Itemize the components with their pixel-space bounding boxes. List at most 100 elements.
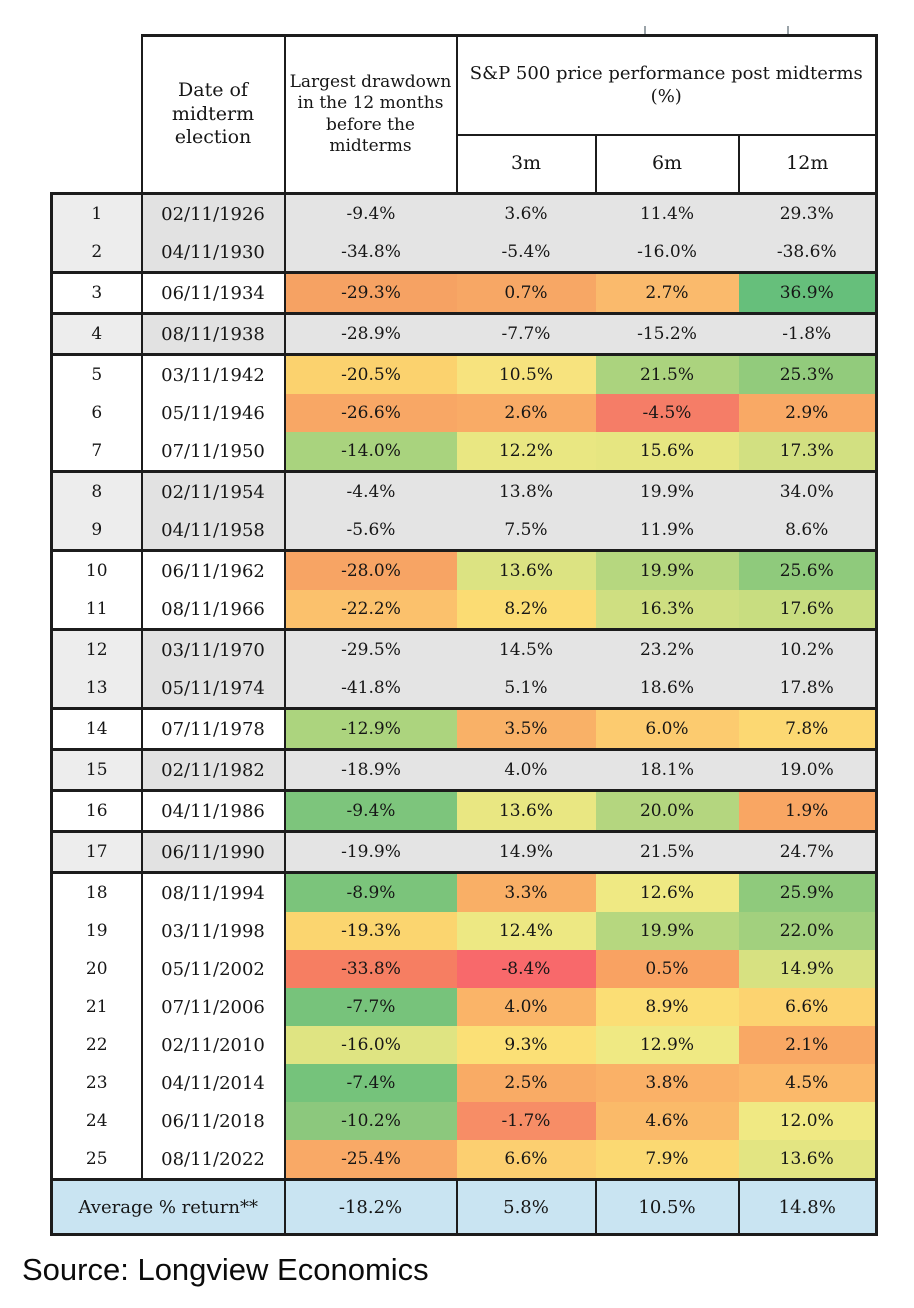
election-date-cell: 07/11/1978 — [141, 708, 286, 751]
perf-12m-cell: 2.9% — [738, 394, 878, 432]
average-drawdown-cell: -18.2% — [283, 1179, 457, 1236]
row-number: 10 — [50, 550, 143, 590]
header-largest-drawdown: Largest drawdown in the 12 months before… — [284, 34, 458, 195]
perf-12m-cell: 34.0% — [738, 471, 878, 511]
perf-3m-cell: 2.6% — [456, 394, 596, 432]
perf-6m-cell: 21.5% — [595, 354, 739, 394]
table-row: 16 04/11/1986 -9.4% 13.6% 20.0% 1.9% — [50, 790, 878, 833]
average-row: Average % return** -18.2% 5.8% 10.5% 14.… — [50, 1179, 878, 1236]
election-date-cell: 05/11/1974 — [141, 669, 286, 710]
perf-6m-cell: -15.2% — [595, 313, 739, 356]
table-row: 3 06/11/1934 -29.3% 0.7% 2.7% 36.9% — [50, 272, 878, 315]
perf-6m-cell: -4.5% — [595, 394, 739, 432]
table-row: 25 08/11/2022 -25.4% 6.6% 7.9% 13.6% — [50, 1140, 878, 1181]
header-3m: 3m — [455, 135, 596, 195]
row-number: 24 — [50, 1102, 143, 1140]
average-12m-cell: 14.8% — [737, 1179, 878, 1236]
header-tick-mark — [644, 26, 646, 35]
election-date-cell: 08/11/1938 — [141, 313, 286, 356]
table-row: 19 03/11/1998 -19.3% 12.4% 19.9% 22.0% — [50, 912, 878, 950]
perf-12m-cell: -1.8% — [738, 313, 878, 356]
table-header: Date of midterm election Largest drawdow… — [51, 34, 878, 195]
drawdown-cell: -26.6% — [284, 394, 457, 432]
row-number: 2 — [50, 233, 143, 274]
row-number: 16 — [50, 790, 143, 833]
table-row: 1 02/11/1926 -9.4% 3.6% 11.4% 29.3% — [50, 193, 878, 233]
row-number: 11 — [50, 590, 143, 631]
row-number: 8 — [50, 471, 143, 511]
row-number: 18 — [50, 872, 143, 912]
election-date-cell: 06/11/1990 — [141, 831, 286, 874]
perf-3m-cell: 8.2% — [456, 590, 596, 631]
row-number: 15 — [50, 749, 143, 792]
perf-6m-cell: 16.3% — [595, 590, 739, 631]
header-tick-mark — [787, 26, 789, 35]
header-date-of-midterm-election: Date of midterm election — [140, 34, 286, 195]
table-row: 9 04/11/1958 -5.6% 7.5% 11.9% 8.6% — [50, 511, 878, 552]
election-date-cell: 08/11/1994 — [141, 872, 286, 912]
election-date-cell: 08/11/1966 — [141, 590, 286, 631]
row-number: 20 — [50, 950, 143, 988]
perf-3m-cell: 9.3% — [456, 1026, 596, 1064]
table-row: 23 04/11/2014 -7.4% 2.5% 3.8% 4.5% — [50, 1064, 878, 1102]
perf-12m-cell: 24.7% — [738, 831, 878, 874]
table-row: 6 05/11/1946 -26.6% 2.6% -4.5% 2.9% — [50, 394, 878, 432]
perf-6m-cell: 18.6% — [595, 669, 739, 710]
perf-12m-cell: 17.8% — [738, 669, 878, 710]
perf-12m-cell: 29.3% — [738, 193, 878, 233]
drawdown-cell: -41.8% — [284, 669, 457, 710]
table-row: 20 05/11/2002 -33.8% -8.4% 0.5% 14.9% — [50, 950, 878, 988]
row-number: 19 — [50, 912, 143, 950]
perf-12m-cell: 10.2% — [738, 629, 878, 669]
election-date-cell: 05/11/2002 — [141, 950, 286, 988]
drawdown-cell: -19.3% — [284, 912, 457, 950]
perf-3m-cell: 6.6% — [456, 1140, 596, 1181]
election-date-cell: 04/11/2014 — [141, 1064, 286, 1102]
perf-6m-cell: 2.7% — [595, 272, 739, 315]
row-number: 17 — [50, 831, 143, 874]
drawdown-cell: -29.3% — [284, 272, 457, 315]
perf-3m-cell: 13.8% — [456, 471, 596, 511]
perf-12m-cell: 2.1% — [738, 1026, 878, 1064]
perf-6m-cell: 7.9% — [595, 1140, 739, 1181]
midterms-performance-table: Date of midterm election Largest drawdow… — [50, 34, 878, 1236]
perf-3m-cell: 4.0% — [456, 749, 596, 792]
perf-12m-cell: 4.5% — [738, 1064, 878, 1102]
election-date-cell: 08/11/2022 — [141, 1140, 286, 1181]
perf-12m-cell: 25.9% — [738, 872, 878, 912]
row-number: 7 — [50, 432, 143, 473]
perf-6m-cell: 19.9% — [595, 471, 739, 511]
row-number: 9 — [50, 511, 143, 552]
drawdown-cell: -9.4% — [284, 193, 457, 233]
election-date-cell: 06/11/1934 — [141, 272, 286, 315]
perf-3m-cell: -5.4% — [456, 233, 596, 274]
row-number: 4 — [50, 313, 143, 356]
perf-6m-cell: 23.2% — [595, 629, 739, 669]
perf-3m-cell: 14.5% — [456, 629, 596, 669]
election-date-cell: 02/11/1954 — [141, 471, 286, 511]
perf-12m-cell: 17.3% — [738, 432, 878, 473]
perf-6m-cell: 12.6% — [595, 872, 739, 912]
election-date-cell: 02/11/1926 — [141, 193, 286, 233]
drawdown-cell: -14.0% — [284, 432, 457, 473]
perf-6m-cell: -16.0% — [595, 233, 739, 274]
election-date-cell: 03/11/1970 — [141, 629, 286, 669]
table-row: 2 04/11/1930 -34.8% -5.4% -16.0% -38.6% — [50, 233, 878, 274]
row-number: 5 — [50, 354, 143, 394]
drawdown-cell: -7.7% — [284, 988, 457, 1026]
drawdown-cell: -18.9% — [284, 749, 457, 792]
perf-3m-cell: 14.9% — [456, 831, 596, 874]
perf-6m-cell: 15.6% — [595, 432, 739, 473]
table-row: 5 03/11/1942 -20.5% 10.5% 21.5% 25.3% — [50, 354, 878, 394]
perf-6m-cell: 20.0% — [595, 790, 739, 833]
drawdown-cell: -28.9% — [284, 313, 457, 356]
drawdown-cell: -9.4% — [284, 790, 457, 833]
perf-6m-cell: 8.9% — [595, 988, 739, 1026]
table-row: 8 02/11/1954 -4.4% 13.8% 19.9% 34.0% — [50, 471, 878, 511]
drawdown-cell: -12.9% — [284, 708, 457, 751]
perf-6m-cell: 11.4% — [595, 193, 739, 233]
table-body: 1 02/11/1926 -9.4% 3.6% 11.4% 29.3% 2 04/11/193… — [50, 193, 878, 1181]
perf-12m-cell: 1.9% — [738, 790, 878, 833]
perf-3m-cell: 5.1% — [456, 669, 596, 710]
table-row: 11 08/11/1966 -22.2% 8.2% 16.3% 17.6% — [50, 590, 878, 631]
